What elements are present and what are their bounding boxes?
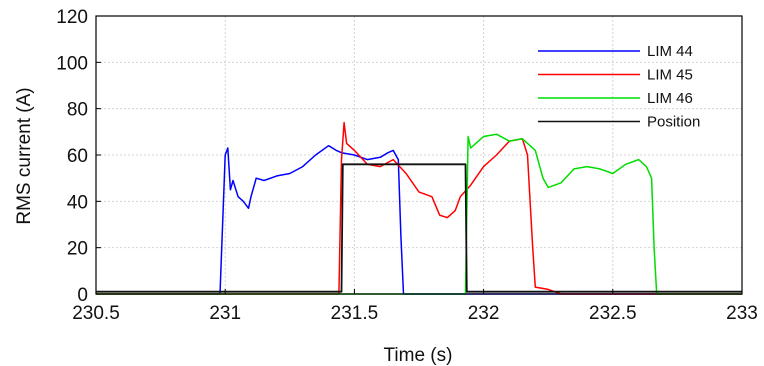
legend-label-lim-46: LIM 46 — [647, 90, 693, 107]
y-tick-label: 120 — [56, 7, 88, 28]
x-tick-label: 232 — [468, 303, 500, 324]
x-tick-label: 231 — [209, 303, 241, 324]
y-tick-label: 0 — [77, 285, 88, 306]
y-tick-label: 20 — [67, 239, 88, 260]
series-line-lim-45 — [96, 121, 742, 295]
y-axis-title: RMS current (A) — [14, 87, 35, 224]
x-tick-label: 232.5 — [589, 303, 637, 324]
ticks: 230.5 231 231.5 232 232.5 233 0 20 40 60 80 100 120 — [56, 7, 758, 324]
legend: LIM 44 LIM 45 LIM 46 Position — [538, 43, 700, 131]
legend-label-position: Position — [647, 114, 700, 131]
y-tick-label: 60 — [67, 146, 88, 167]
legend-label-lim-45: LIM 45 — [647, 67, 693, 84]
series-line-lim-46 — [96, 133, 742, 295]
x-tick-label: 231.5 — [331, 303, 379, 324]
y-tick-label: 40 — [67, 192, 88, 213]
legend-label-lim-44: LIM 44 — [647, 43, 693, 60]
x-tick-label: 230.5 — [72, 303, 120, 324]
y-tick-label: 80 — [67, 100, 88, 121]
y-tick-label: 100 — [56, 53, 88, 74]
x-axis-title: Time (s) — [384, 345, 453, 366]
series-line-position — [96, 163, 742, 293]
x-tick-label: 233 — [726, 303, 758, 324]
series-line-lim-44 — [96, 144, 742, 295]
series-layer — [96, 121, 742, 295]
